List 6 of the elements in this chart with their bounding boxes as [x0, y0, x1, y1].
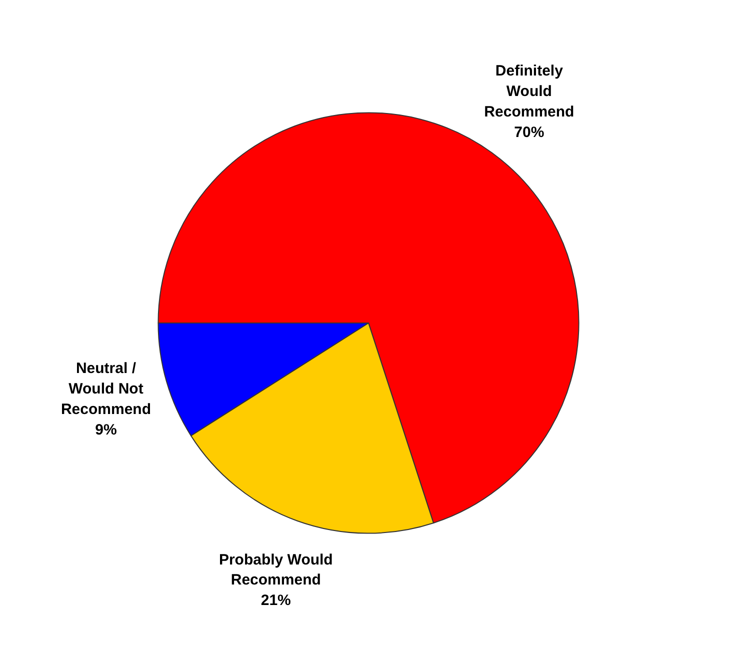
slice-label: Neutral / Would Not Recommend	[60, 360, 152, 418]
data-label: 21%	[260, 592, 291, 610]
data-label: 9%	[95, 421, 117, 438]
slice-label: Definitely Would Recommend	[484, 62, 574, 121]
slice-label: Probably Would Recommend	[218, 551, 333, 589]
data-label: 70%	[514, 124, 544, 141]
